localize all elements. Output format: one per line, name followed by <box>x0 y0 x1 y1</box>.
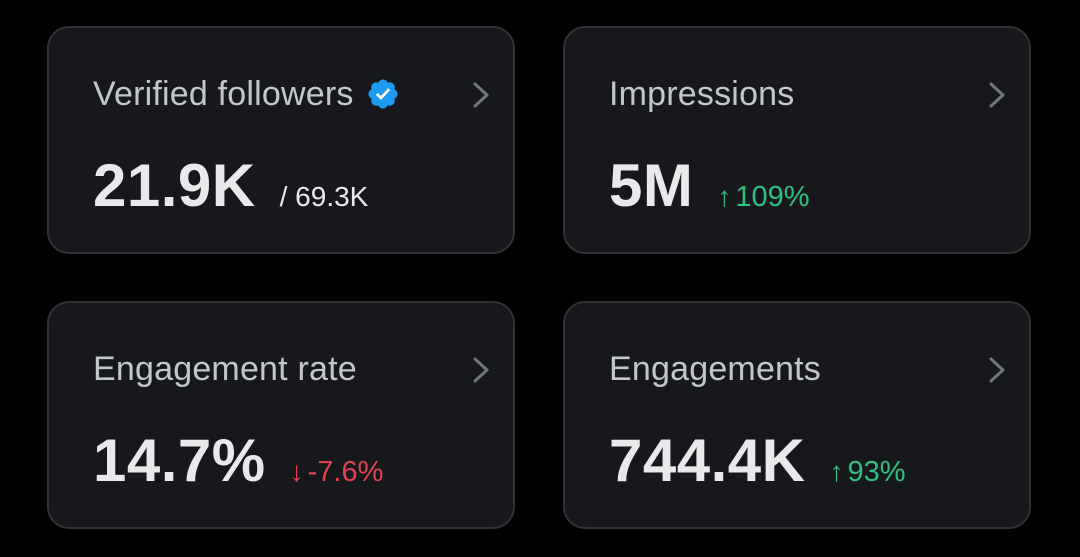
arrow-up-icon: ↑ <box>717 181 732 212</box>
arrow-down-icon: ↓ <box>289 456 304 487</box>
card-header: Engagements <box>609 349 821 389</box>
verified-followers-card[interactable]: Verified followers 21.9K / 69.3K <box>47 26 515 254</box>
card-metrics: 14.7% ↓ -7.6% <box>93 429 383 493</box>
card-metrics: 744.4K ↑ 93% <box>609 429 906 493</box>
chevron-right-icon <box>473 357 489 383</box>
metric-value: 21.9K <box>93 152 256 219</box>
chevron-right-icon <box>989 357 1005 383</box>
card-title: Engagements <box>609 349 822 388</box>
chevron-right-icon <box>989 82 1005 108</box>
card-header: Verified followers <box>93 74 400 114</box>
card-header: Impressions <box>609 74 794 114</box>
metric-delta: ↓ -7.6% <box>290 456 384 489</box>
impressions-card[interactable]: Impressions 5M ↑ 109% <box>563 26 1031 254</box>
card-header: Engagement rate <box>93 349 357 389</box>
metric-delta: ↑ 109% <box>717 181 809 214</box>
card-title: Impressions <box>609 74 795 113</box>
card-title: Engagement rate <box>93 349 357 388</box>
card-title: Verified followers <box>93 74 354 113</box>
delta-value: -7.6% <box>307 456 384 488</box>
card-metrics: 21.9K / 69.3K <box>93 154 368 218</box>
delta-value: 109% <box>735 181 810 213</box>
card-metrics: 5M ↑ 109% <box>609 154 810 218</box>
chevron-right-icon <box>473 82 489 108</box>
metric-value: 5M <box>609 152 694 219</box>
metric-value: 744.4K <box>609 427 806 494</box>
metric-value: 14.7% <box>93 427 266 494</box>
metric-delta: ↑ 93% <box>829 456 905 489</box>
verified-badge-icon <box>368 79 398 109</box>
arrow-up-icon: ↑ <box>829 456 844 487</box>
engagements-card[interactable]: Engagements 744.4K ↑ 93% <box>563 301 1031 529</box>
engagement-rate-card[interactable]: Engagement rate 14.7% ↓ -7.6% <box>47 301 515 529</box>
metric-total: / 69.3K <box>279 181 369 212</box>
delta-value: 93% <box>847 456 906 488</box>
